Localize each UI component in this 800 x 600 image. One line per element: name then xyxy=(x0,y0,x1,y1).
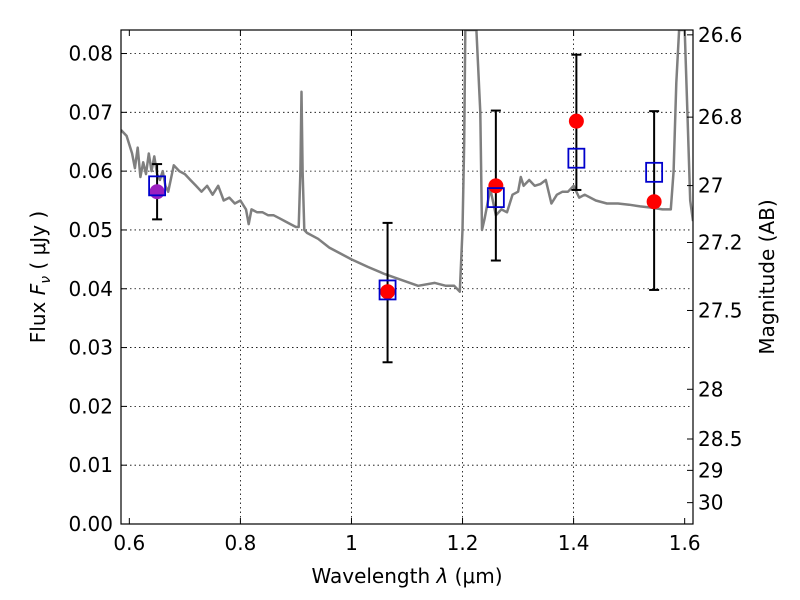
y2-tick-label: 30 xyxy=(698,491,723,515)
y2-tick-label: 26.6 xyxy=(698,23,743,47)
grid-lines xyxy=(121,30,693,524)
x-tick-label: 1.4 xyxy=(558,531,590,555)
y-tick-label: 0.00 xyxy=(68,512,113,536)
observed-point xyxy=(568,113,584,129)
y-axis-label: Flux Fν ( μJy ) xyxy=(26,211,54,343)
x-tick-label: 0.6 xyxy=(113,531,145,555)
y-tick-labels: 0.00 0.01 0.02 0.03 0.04 0.05 0.06 0.07 0.08 xyxy=(68,42,113,536)
model-square xyxy=(567,147,586,169)
x-tick-label: 1.6 xyxy=(669,531,701,555)
x-tick-label: 0.8 xyxy=(224,531,256,555)
y2-tick-label: 28.5 xyxy=(698,427,743,451)
x-tick-labels: 0.6 0.8 1 1.2 1.4 1.6 xyxy=(113,531,700,555)
y2-tick-labels: 26.6 26.8 27 27.2 27.5 28 28.5 29 30 xyxy=(698,23,743,515)
y2-tick-label: 27.2 xyxy=(698,231,743,255)
y-tick-label: 0.01 xyxy=(68,453,113,477)
y-tick-label: 0.05 xyxy=(68,218,113,242)
model-square xyxy=(148,175,166,197)
observed-points xyxy=(149,113,662,300)
y-tick-label: 0.02 xyxy=(68,394,113,418)
y-tick-label: 0.08 xyxy=(68,42,113,66)
x-tick-label: 1 xyxy=(345,531,358,555)
axis-ticks xyxy=(121,30,693,525)
sed-line xyxy=(121,30,693,293)
observed-point xyxy=(646,194,662,210)
y-tick-label: 0.04 xyxy=(68,277,113,301)
y2-tick-label: 27 xyxy=(698,174,723,198)
y-tick-label: 0.03 xyxy=(68,336,113,360)
model-square xyxy=(378,279,397,301)
model-square xyxy=(645,161,664,183)
y2-tick-label: 27.5 xyxy=(698,298,743,322)
y2-tick-label: 28 xyxy=(698,377,723,401)
y2-tick-label: 29 xyxy=(698,458,723,482)
y-tick-label: 0.06 xyxy=(68,159,113,183)
observed-point xyxy=(149,184,165,200)
error-bars xyxy=(152,53,660,364)
model-square xyxy=(486,187,505,209)
y-tick-label: 0.07 xyxy=(68,100,113,124)
observed-point xyxy=(380,284,396,300)
x-tick-label: 1.2 xyxy=(447,531,479,555)
y2-axis-label: Magnitude (AB) xyxy=(755,199,779,354)
observed-point xyxy=(488,178,504,194)
x-axis-label: Wavelength λ (μm) xyxy=(311,564,502,588)
model-sed-series xyxy=(121,30,693,293)
y2-tick-label: 26.8 xyxy=(698,105,743,129)
model-squares xyxy=(148,147,664,301)
plot-frame xyxy=(120,29,694,525)
